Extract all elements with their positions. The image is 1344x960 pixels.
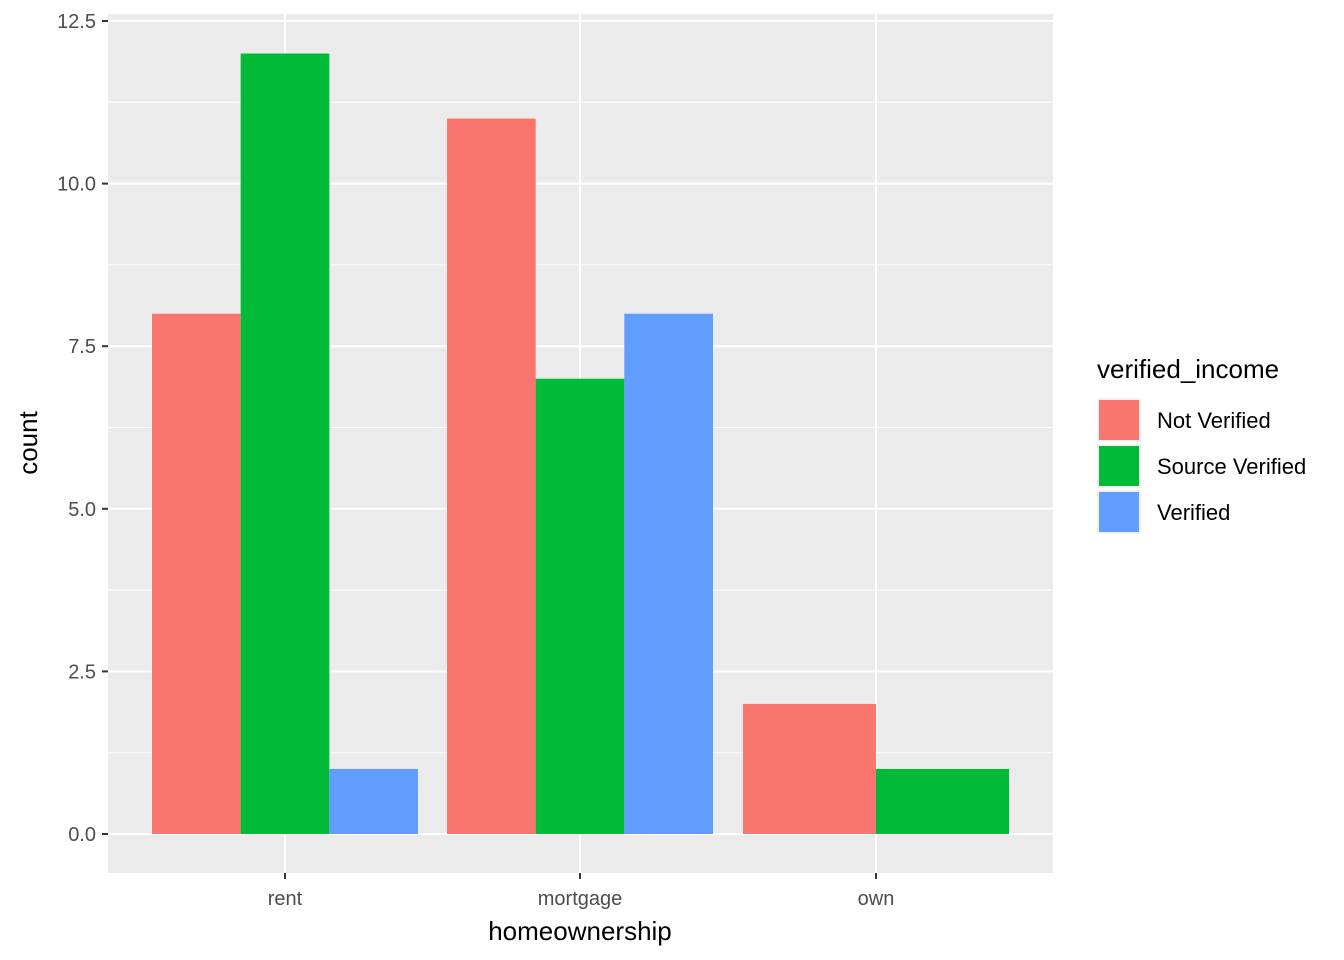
legend-label: Verified	[1157, 500, 1230, 525]
y-axis-title: count	[13, 410, 43, 474]
legend-title: verified_income	[1097, 354, 1279, 384]
y-tick-label: 12.5	[57, 11, 96, 33]
bar-mortgage-not-verified	[447, 118, 536, 834]
x-tick-label: own	[858, 888, 895, 910]
legend-items: Not Verified Source Verified Verified	[1097, 398, 1306, 534]
bar-own-not-verified	[743, 703, 876, 834]
bars	[152, 53, 1009, 834]
y-tick-label: 7.5	[68, 336, 96, 358]
y-tick-label: 5.0	[68, 499, 96, 521]
x-axis-title: homeownership	[488, 916, 672, 946]
x-tick-label: mortgage	[538, 888, 623, 910]
y-tick-label: 0.0	[68, 824, 96, 846]
bar-rent-verified	[329, 768, 418, 834]
legend: verified_income Not Verified Source Verif…	[1097, 354, 1306, 534]
legend-label: Source Verified	[1157, 454, 1306, 479]
bar-own-source-verified	[876, 768, 1009, 834]
legend-label: Not Verified	[1157, 408, 1271, 433]
bar-rent-source-verified	[240, 53, 330, 834]
x-tick-label: rent	[268, 888, 303, 910]
y-tick-label: 10.0	[57, 174, 96, 196]
bar-mortgage-source-verified	[535, 378, 625, 834]
bar-mortgage-verified	[624, 313, 713, 834]
y-tick-label: 2.5	[68, 661, 96, 683]
y-axis: 0.0 2.5 5.0 7.5 10.0 12.5	[57, 11, 108, 846]
legend-swatch	[1099, 492, 1139, 532]
legend-swatch	[1099, 400, 1139, 440]
bar-rent-not-verified	[152, 313, 241, 834]
legend-swatch	[1099, 446, 1139, 486]
x-axis: rent mortgage own	[268, 873, 895, 910]
